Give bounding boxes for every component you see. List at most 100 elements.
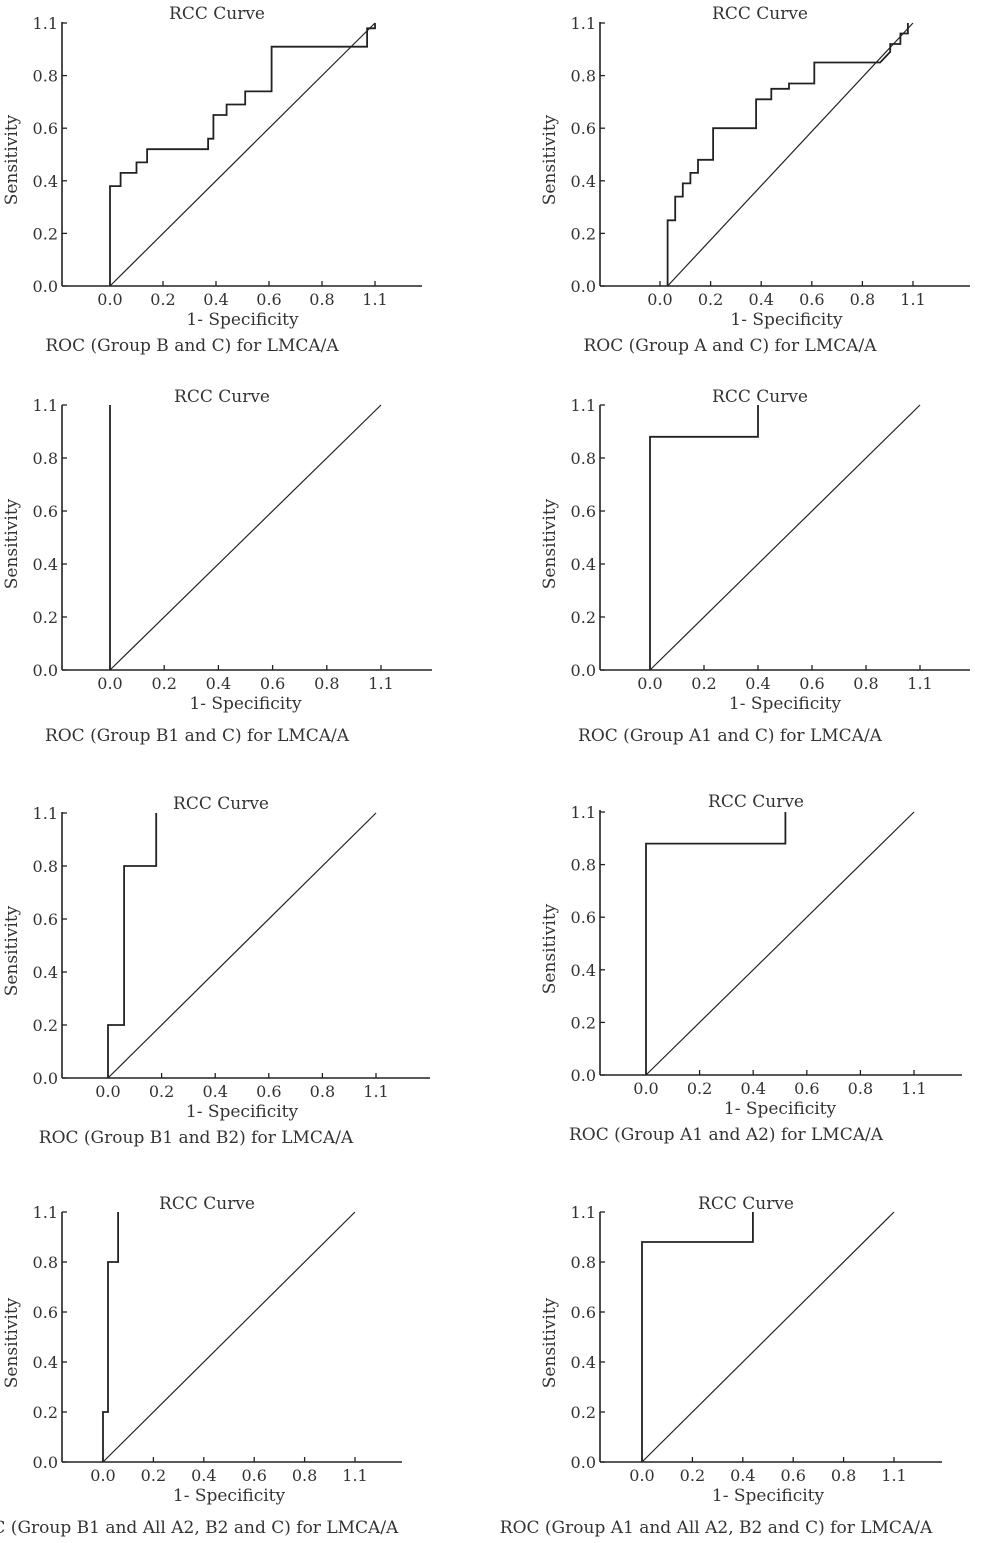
- roc-panel-7: 0.0 0.2 0.4 0.6 0.8 1.1 0.0 0.2 0.4 0.6 0.8 1.1: [33, 1203, 402, 1485]
- x-tick-label: 0.6: [780, 1466, 805, 1485]
- y-tick-label: 0.2: [33, 1016, 58, 1035]
- panel-title: RCC Curve: [712, 4, 808, 24]
- x-tick-label: 0.8: [848, 1079, 873, 1098]
- y-tick-label: 0.4: [571, 172, 596, 191]
- y-tick-label: 1.1: [571, 396, 596, 415]
- x-tick-label: 0.4: [745, 674, 770, 693]
- y-tick-label: 0.2: [571, 608, 596, 627]
- x-tick-label: 0.4: [191, 1466, 216, 1485]
- roc-panel-3: 0.0 0.2 0.4 0.6 0.8 1.1 0.0 0.2 0.4 0.6 0.8 1.1: [33, 396, 432, 693]
- x-tick-label: 0.8: [831, 1466, 856, 1485]
- panel-caption: ROC (Group B1 and C) for LMCA/A: [44, 726, 350, 746]
- x-tick-label: 0.2: [141, 1466, 166, 1485]
- x-tick-label: 0.8: [853, 674, 878, 693]
- roc-curve-line: [107, 813, 158, 1078]
- x-axis-label: 1- Specificity: [730, 310, 843, 330]
- x-tick-label: 0.8: [309, 290, 334, 309]
- y-tick-label: 0.2: [33, 224, 58, 243]
- y-tick-label: 0.6: [33, 119, 58, 138]
- x-tick-label: 0.8: [292, 1466, 317, 1485]
- y-tick-label: 0.6: [33, 910, 58, 929]
- roc-panel-6: 0.0 0.2 0.4 0.6 0.8 1.1 0.0 0.2 0.4 0.6 0.8 1.1: [571, 803, 962, 1098]
- x-tick-label: 0.4: [202, 1082, 227, 1101]
- x-tick-label: 1.1: [368, 674, 393, 693]
- y-tick-label: 0.6: [571, 1303, 596, 1322]
- y-axis-label: Sensitivity: [540, 1297, 560, 1389]
- x-axis-label: 1- Specificity: [172, 1486, 286, 1506]
- panel-caption: ROC (Group B1 and B2) for LMCA/A: [38, 1128, 354, 1148]
- x-tick-label: 0.6: [260, 674, 285, 693]
- x-tick-label: 0.6: [256, 1082, 281, 1101]
- y-tick-label: 0.0: [571, 277, 596, 296]
- y-tick-label: 1.1: [33, 804, 58, 823]
- y-tick-label: 0.0: [571, 661, 596, 680]
- y-tick-label: 0.8: [33, 1253, 58, 1272]
- x-tick-label: 1.1: [363, 1082, 388, 1101]
- panel-title: RCC Curve: [173, 794, 269, 814]
- x-tick-label: 1.1: [881, 1466, 906, 1485]
- x-tick-label: 0.0: [633, 1079, 658, 1098]
- x-tick-label: 0.6: [799, 290, 824, 309]
- y-tick-label: 0.8: [33, 449, 58, 468]
- y-axis-label: Sensitivity: [2, 498, 22, 589]
- reference-line: [107, 812, 377, 1079]
- x-axis-label: 1- Specificity: [185, 1102, 299, 1122]
- roc-panel-2: 0.0 0.2 0.4 0.6 0.8 1.1 0.0 0.2 0.4 0.6 0.8 1.1: [571, 14, 970, 309]
- x-tick-label: 1.1: [342, 1466, 367, 1485]
- x-tick-label: 0.4: [748, 290, 773, 309]
- y-tick-label: 0.2: [571, 1013, 596, 1032]
- x-tick-label: 0.0: [637, 674, 662, 693]
- x-tick-label: 0.8: [310, 1082, 335, 1101]
- panel-title: RCC Curve: [708, 792, 804, 812]
- reference-line: [109, 22, 376, 287]
- x-tick-label: 0.2: [151, 674, 176, 693]
- y-tick-label: 1.1: [33, 396, 58, 415]
- y-tick-label: 0.8: [571, 449, 596, 468]
- y-tick-label: 0.4: [33, 555, 58, 574]
- x-tick-label: 0.4: [740, 1079, 765, 1098]
- roc-curve-line: [645, 812, 787, 1075]
- panel-title: RCC Curve: [174, 387, 270, 407]
- x-tick-label: 1.1: [907, 674, 932, 693]
- y-tick-label: 0.8: [33, 857, 58, 876]
- y-tick-label: 1.1: [571, 1203, 596, 1222]
- y-tick-label: 1.1: [571, 803, 596, 822]
- y-tick-label: 0.2: [571, 1403, 596, 1422]
- y-tick-label: 0.6: [33, 1303, 58, 1322]
- y-axis-label: Sensitivity: [2, 905, 22, 997]
- y-tick-label: 0.4: [571, 555, 596, 574]
- y-tick-label: 0.0: [571, 1453, 596, 1472]
- x-tick-label: 1.1: [901, 1079, 926, 1098]
- y-tick-label: 0.2: [33, 608, 58, 627]
- roc-curve-line: [641, 1212, 754, 1462]
- reference-line: [102, 1211, 356, 1463]
- x-tick-label: 0.6: [794, 1079, 819, 1098]
- y-axis-label: Sensitivity: [2, 114, 22, 206]
- x-tick-label: 0.0: [629, 1466, 654, 1485]
- y-tick-label: 0.6: [571, 908, 596, 927]
- reference-line: [667, 22, 914, 287]
- x-tick-label: 0.6: [799, 674, 824, 693]
- y-tick-label: 0.6: [571, 502, 596, 521]
- x-tick-label: 0.2: [698, 290, 723, 309]
- x-tick-label: 0.2: [680, 1466, 705, 1485]
- y-tick-label: 0.2: [571, 224, 596, 243]
- y-axis-label: Sensitivity: [540, 114, 560, 206]
- y-tick-label: 0.0: [33, 661, 58, 680]
- x-tick-label: 1.1: [362, 290, 387, 309]
- y-tick-label: 0.4: [33, 963, 58, 982]
- panel-caption: ROC (Group A1 and A2) for LMCA/A: [569, 1125, 883, 1145]
- x-tick-label: 0.2: [691, 674, 716, 693]
- y-tick-label: 0.0: [33, 277, 58, 296]
- panel-title: RCC Curve: [169, 4, 265, 24]
- y-tick-label: 1.1: [571, 14, 596, 33]
- x-tick-label: 0.2: [150, 290, 175, 309]
- x-tick-label: 0.2: [149, 1082, 174, 1101]
- panel-caption: ROC (Group B1 and All A2, B2 and C) for …: [0, 1518, 399, 1538]
- y-tick-label: 0.2: [33, 1403, 58, 1422]
- x-tick-label: 0.4: [730, 1466, 755, 1485]
- y-axis-label: Sensitivity: [540, 903, 560, 994]
- x-axis-label: 1- Specificity: [728, 694, 842, 714]
- y-tick-label: 0.6: [571, 119, 596, 138]
